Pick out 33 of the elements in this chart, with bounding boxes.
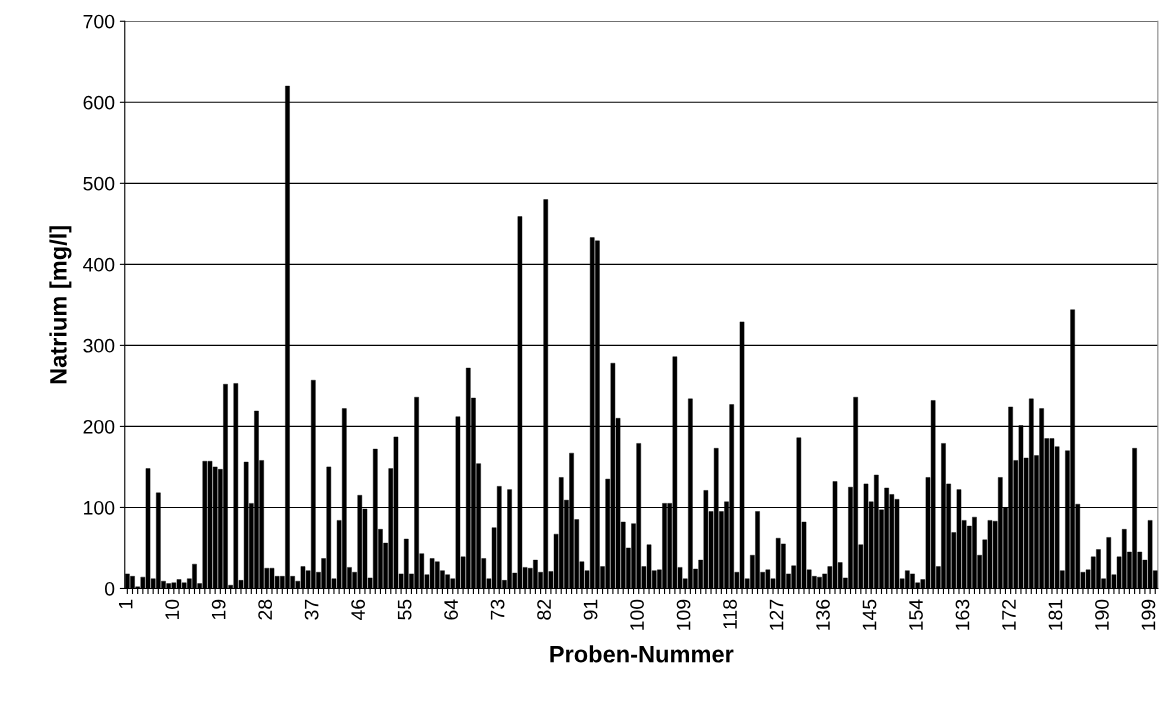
x-tick-label: 181 — [1048, 599, 1063, 630]
y-tick-label: 300 — [83, 338, 115, 353]
x-tick-label: 91 — [583, 599, 598, 620]
x-axis-title: Proben-Nummer — [550, 645, 734, 663]
x-tick-label: 199 — [1141, 599, 1156, 630]
y-tick-label: 500 — [83, 176, 115, 191]
y-tick-label: 600 — [83, 95, 115, 110]
x-tick-label: 136 — [816, 599, 830, 630]
x-tick-label: 46 — [351, 599, 366, 621]
y-tick-label: 100 — [84, 500, 115, 515]
x-tick-label: 10 — [165, 599, 180, 620]
y-tick-label: 0 — [104, 581, 115, 596]
x-tick-label: 190 — [1095, 599, 1109, 630]
x-tick-label: 100 — [630, 599, 644, 630]
x-tick-label: 64 — [444, 599, 458, 620]
y-axis-title: Natrium [mg/l] — [49, 226, 72, 384]
x-tick-label: 127 — [769, 599, 784, 630]
x-tick-label: 28 — [258, 599, 273, 620]
x-tick-label: 172 — [1002, 599, 1016, 630]
x-tick-label: 154 — [909, 599, 923, 630]
x-tick-label: 73 — [490, 599, 505, 620]
x-tick-label: 1 — [119, 599, 133, 609]
x-tick-label: 19 — [211, 599, 226, 620]
x-tick-label: 82 — [537, 599, 551, 620]
x-tick-label: 55 — [397, 599, 412, 620]
x-tick-label: 37 — [304, 599, 319, 620]
y-tick-label: 200 — [83, 419, 115, 434]
x-tick-label: 118 — [723, 599, 737, 629]
x-tick-label: 163 — [955, 599, 970, 630]
y-tick-label: 700 — [83, 14, 115, 29]
y-tick-label: 400 — [83, 257, 115, 272]
x-tick-label: 109 — [676, 599, 691, 630]
x-tick-label: 145 — [862, 599, 877, 630]
